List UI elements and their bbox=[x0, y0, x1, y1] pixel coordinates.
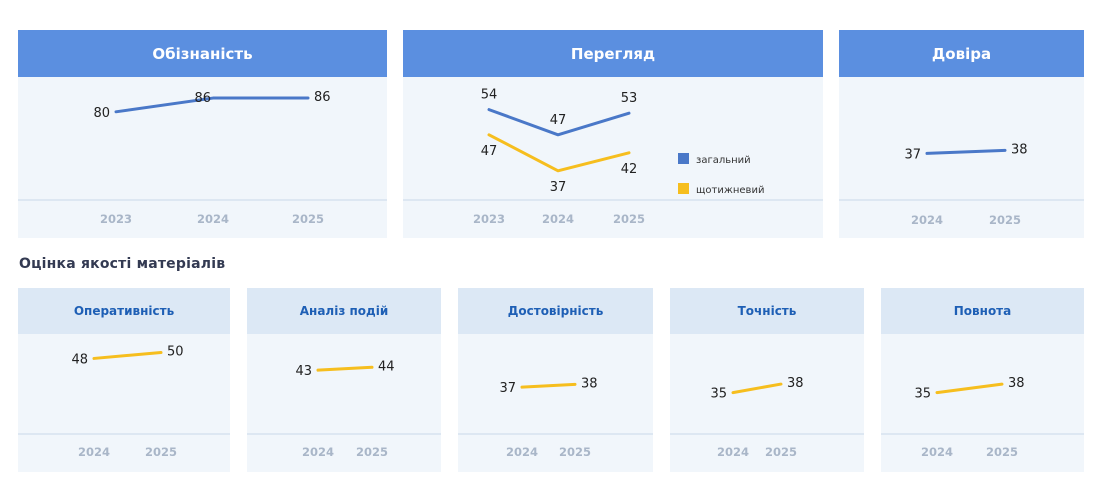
awareness-card: Обізнаність 2023 2024 2025 80 86 86 bbox=[18, 30, 387, 238]
data-label: 54 bbox=[481, 88, 498, 103]
data-label: 86 bbox=[194, 91, 211, 106]
data-label: 48 bbox=[71, 352, 88, 367]
data-label: 37 bbox=[550, 180, 567, 195]
analysis-title: Аналіз подій bbox=[247, 288, 441, 334]
reliability-card: Достовірність 2024 2025 37 38 bbox=[458, 288, 653, 472]
completeness-card: Повнота 2024 2025 35 38 bbox=[881, 288, 1084, 472]
data-label: 37 bbox=[904, 147, 921, 162]
accuracy-title: Точність bbox=[670, 288, 864, 334]
analysis-chart: 2024 2025 43 44 bbox=[247, 359, 441, 459]
series-line bbox=[487, 133, 631, 173]
legend-label: загальний bbox=[696, 155, 751, 166]
data-label: 44 bbox=[378, 359, 395, 374]
trust-card: Довіра 2024 2025 37 38 bbox=[839, 30, 1084, 238]
awareness-chart: 2023 2024 2025 80 86 86 bbox=[18, 90, 387, 226]
series-line bbox=[935, 382, 1004, 395]
data-label: 47 bbox=[481, 144, 498, 159]
efficiency-title: Оперативність bbox=[18, 288, 230, 334]
x-tick-label: 2024 bbox=[197, 212, 229, 226]
legend-label: щотижневий bbox=[696, 185, 764, 196]
data-label: 35 bbox=[914, 387, 931, 402]
reliability-chart: 2024 2025 37 38 bbox=[458, 376, 653, 459]
reliability-title: Достовірність bbox=[458, 288, 653, 334]
x-tick-label: 2023 bbox=[473, 212, 505, 226]
x-tick-label: 2025 bbox=[989, 213, 1021, 227]
x-tick-label: 2025 bbox=[559, 445, 591, 459]
x-tick-label: 2025 bbox=[986, 445, 1018, 459]
completeness-chart: 2024 2025 35 38 bbox=[881, 376, 1084, 459]
series-line bbox=[316, 365, 374, 372]
data-label: 38 bbox=[581, 376, 598, 391]
data-label: 43 bbox=[295, 364, 312, 379]
x-tick-label: 2024 bbox=[542, 212, 574, 226]
x-tick-label: 2025 bbox=[765, 445, 797, 459]
awareness-title: Обізнаність bbox=[18, 30, 387, 77]
viewing-title: Перегляд bbox=[403, 30, 823, 77]
accuracy-card: Точність 2024 2025 35 38 bbox=[670, 288, 864, 472]
series-line bbox=[520, 382, 577, 389]
x-tick-label: 2025 bbox=[292, 212, 324, 226]
x-tick-label: 2024 bbox=[78, 445, 110, 459]
trust-title: Довіра bbox=[839, 30, 1084, 77]
data-label: 42 bbox=[621, 162, 638, 177]
series-line bbox=[487, 108, 631, 137]
completeness-title: Повнота bbox=[881, 288, 1084, 334]
section-title: Оцінка якості матеріалів bbox=[19, 256, 226, 272]
data-label: 38 bbox=[1011, 142, 1028, 157]
data-label: 80 bbox=[93, 106, 110, 121]
trust-chart: 2024 2025 37 38 bbox=[839, 142, 1084, 227]
x-tick-label: 2025 bbox=[613, 212, 645, 226]
series-line bbox=[92, 351, 163, 360]
data-label: 35 bbox=[710, 387, 727, 402]
data-label: 47 bbox=[550, 113, 567, 128]
series-line bbox=[731, 382, 783, 395]
legend-swatch bbox=[678, 153, 689, 164]
x-tick-label: 2024 bbox=[911, 213, 943, 227]
x-tick-label: 2024 bbox=[921, 445, 953, 459]
analysis-card: Аналіз подій 2024 2025 43 44 bbox=[247, 288, 441, 472]
x-tick-label: 2024 bbox=[506, 445, 538, 459]
data-label: 86 bbox=[314, 90, 331, 105]
data-label: 37 bbox=[499, 381, 516, 396]
x-tick-label: 2025 bbox=[145, 445, 177, 459]
efficiency-card: Оперативність 2024 2025 48 50 bbox=[18, 288, 230, 472]
viewing-chart: 2023 2024 2025 54 47 53 47 37 42 загальний щотижне… bbox=[403, 88, 823, 226]
data-label: 38 bbox=[1008, 376, 1025, 391]
x-tick-label: 2024 bbox=[302, 445, 334, 459]
series-line bbox=[114, 96, 310, 114]
accuracy-chart: 2024 2025 35 38 bbox=[670, 376, 864, 459]
viewing-card: Перегляд 2023 2024 2025 54 47 53 47 37 42 загальн… bbox=[403, 30, 823, 238]
series-line bbox=[925, 148, 1007, 155]
data-label: 53 bbox=[621, 91, 638, 106]
efficiency-chart: 2024 2025 48 50 bbox=[18, 345, 230, 459]
legend-swatch bbox=[678, 183, 689, 194]
data-label: 38 bbox=[787, 376, 804, 391]
x-tick-label: 2023 bbox=[100, 212, 132, 226]
x-tick-label: 2025 bbox=[356, 445, 388, 459]
x-tick-label: 2024 bbox=[717, 445, 749, 459]
data-label: 50 bbox=[167, 345, 184, 360]
